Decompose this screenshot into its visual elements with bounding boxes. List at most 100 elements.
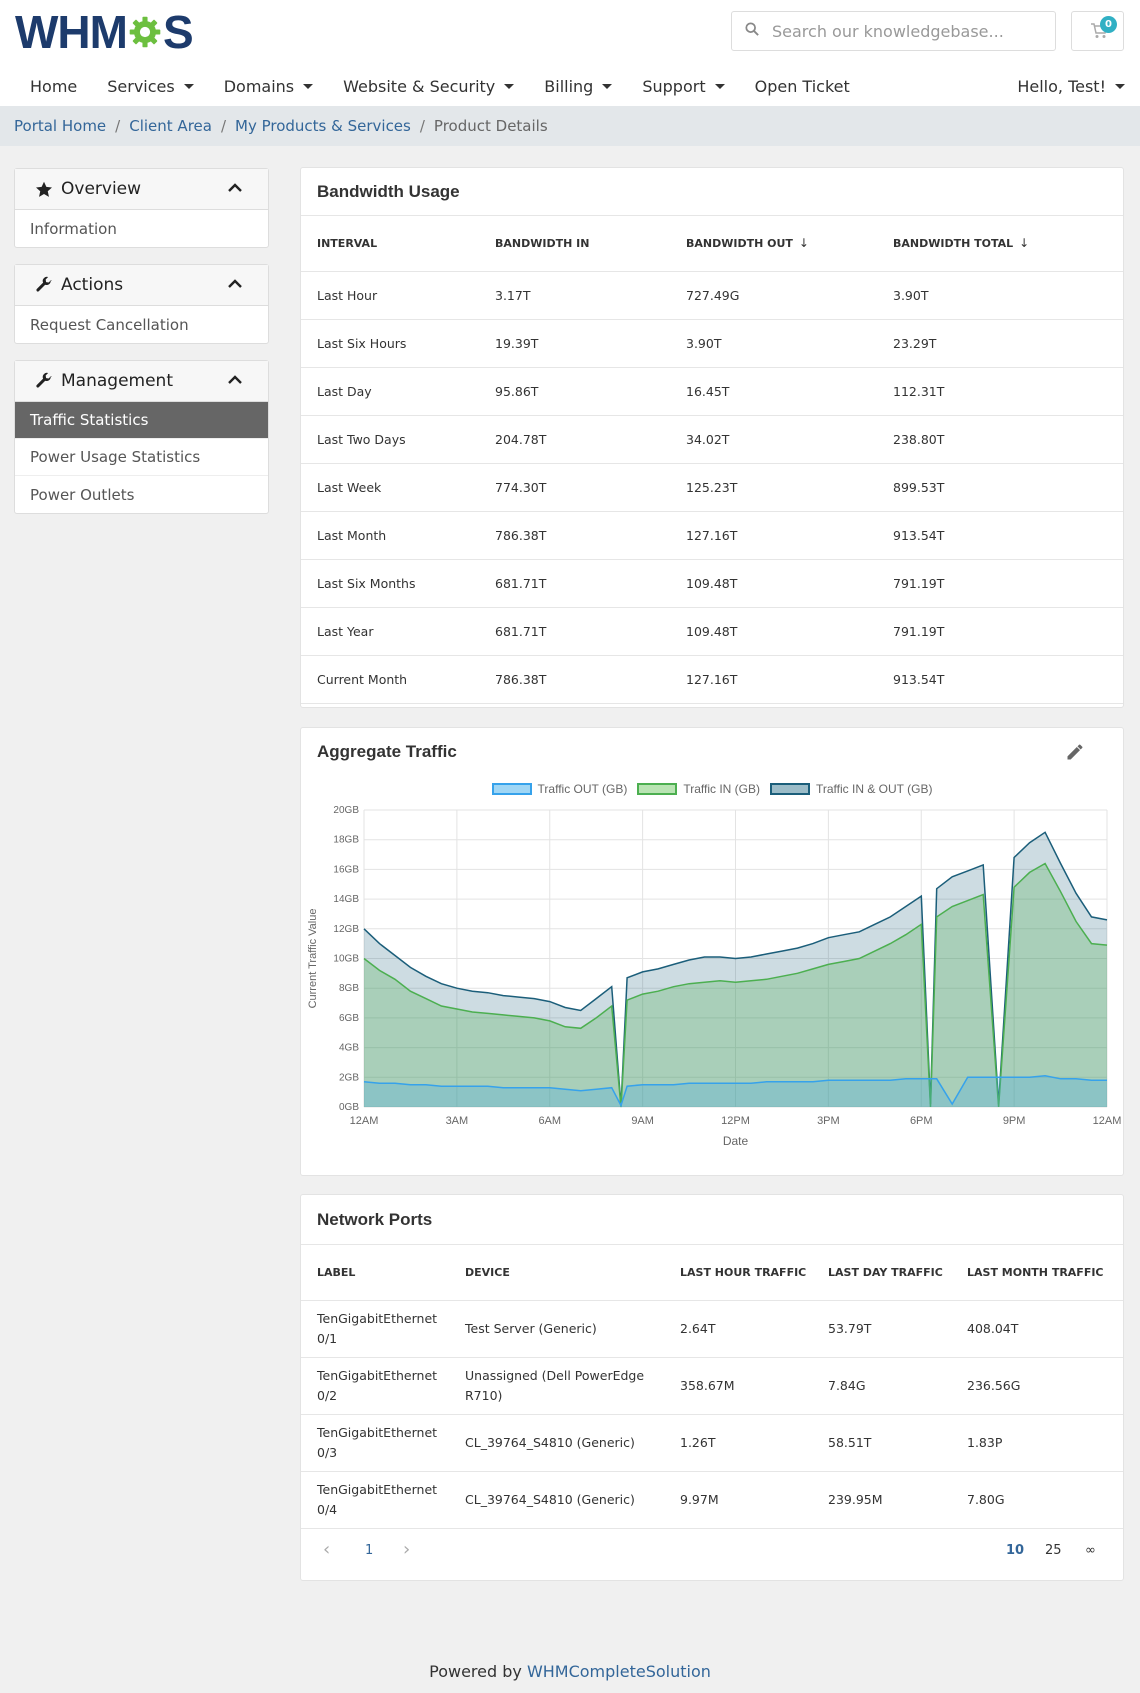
table-cell: 127.16T	[670, 655, 877, 704]
y-tick-label: 10GB	[333, 954, 359, 965]
table-cell: 23.29T	[877, 319, 1123, 368]
table-row: TenGigabitEthernet 0/4 CL_39764_S4810 (Ge…	[301, 1471, 1123, 1529]
chevron-up-icon[interactable]	[228, 183, 242, 193]
star-icon	[36, 181, 52, 197]
x-tick-label: 12AM	[1093, 1115, 1122, 1127]
x-tick-label: 6PM	[910, 1115, 933, 1127]
sidebar-management-header[interactable]: Management	[15, 361, 268, 402]
caret-down-icon	[714, 83, 725, 89]
table-cell: Unassigned (Dell PowerEdge R710)	[449, 1357, 664, 1415]
cart-count-badge: 0	[1100, 16, 1117, 33]
y-tick-label: 4GB	[339, 1043, 359, 1054]
column-header-label: BANDWIDTH IN	[495, 236, 590, 250]
table-cell: 681.71T	[479, 559, 670, 608]
nav-website-security[interactable]: Website & Security	[328, 72, 529, 100]
site-header: WHM S 0 Home Services	[0, 0, 1140, 106]
nav-services[interactable]: Services	[92, 72, 208, 100]
nav-domains[interactable]: Domains	[209, 72, 328, 100]
breadcrumb-client-area[interactable]: Client Area	[129, 117, 212, 135]
sort-desc-icon: ↓	[1019, 236, 1030, 251]
sidebar-management-panel: Management Traffic Statistics Power Usag…	[14, 360, 269, 514]
network-ports-table: LABEL DEVICE LAST HOUR TRAFFIC LAST DAY …	[301, 1245, 1123, 1529]
table-cell: 53.79T	[812, 1300, 951, 1358]
table-cell: 913.54T	[877, 655, 1123, 704]
sidebar-item-information[interactable]: Information	[15, 210, 268, 247]
user-menu[interactable]: Hello, Test!	[1017, 72, 1125, 100]
table-row: Last Month 786.38T 127.16T 913.54T	[301, 511, 1123, 560]
table-cell: Last Six Hours	[301, 319, 479, 368]
nav-home[interactable]: Home	[15, 72, 92, 100]
column-header-device[interactable]: DEVICE	[449, 1245, 664, 1301]
table-cell: 681.71T	[479, 607, 670, 656]
pagination-page-1[interactable]: 1	[365, 1542, 374, 1558]
sidebar-item-power-usage-statistics[interactable]: Power Usage Statistics	[15, 439, 268, 476]
legend-swatch	[491, 783, 532, 795]
sidebar-item-power-outlets[interactable]: Power Outlets	[15, 476, 268, 513]
column-header-label: BANDWIDTH OUT	[686, 237, 793, 251]
table-cell: Test Server (Generic)	[449, 1300, 664, 1358]
column-header-interval[interactable]: INTERVAL	[301, 216, 479, 272]
table-header-row: INTERVAL BANDWIDTH IN BANDWIDTH OUT ↓ BAN…	[301, 216, 1123, 272]
page-size-10[interactable]: 10	[1006, 1542, 1025, 1558]
breadcrumb-portal-home[interactable]: Portal Home	[14, 117, 107, 135]
column-header-text: DEVICE	[465, 1265, 510, 1279]
x-tick-label: 3AM	[446, 1115, 469, 1127]
y-tick-label: 2GB	[339, 1072, 359, 1083]
sidebar-actions-header[interactable]: Actions	[15, 265, 268, 306]
logo-text-left: WHM	[15, 6, 128, 58]
column-header-last-hour[interactable]: LAST HOUR TRAFFIC	[664, 1245, 812, 1301]
column-header-label[interactable]: LABEL	[301, 1245, 449, 1301]
network-ports-title: Network Ports	[301, 1195, 1123, 1245]
breadcrumb-my-products[interactable]: My Products & Services	[235, 117, 411, 135]
search-input[interactable]	[772, 21, 1055, 41]
x-tick-label: 12PM	[721, 1115, 750, 1127]
wrench-icon	[36, 276, 52, 292]
column-header-last-month[interactable]: LAST MONTH TRAFFIC	[951, 1245, 1123, 1301]
pagination-prev[interactable]: ‹	[323, 1538, 331, 1560]
y-tick-label: 0GB	[339, 1102, 359, 1113]
whmcs-logo[interactable]: WHM S	[15, 6, 194, 58]
y-tick-label: 20GB	[333, 805, 359, 816]
chevron-up-icon[interactable]	[228, 375, 242, 385]
sidebar-overview-header[interactable]: Overview	[15, 169, 268, 210]
pagination: ‹ 1 › 10 25 ∞	[301, 1529, 1123, 1575]
knowledgebase-search	[731, 11, 1056, 51]
footer: Powered by WHMCompleteSolution	[0, 1662, 1140, 1681]
legend-item-traffic-in[interactable]: Traffic IN (GB)	[637, 782, 760, 796]
cart-button[interactable]: 0	[1071, 11, 1124, 51]
nav-billing[interactable]: Billing	[529, 72, 627, 100]
table-cell: TenGigabitEthernet 0/4	[301, 1471, 449, 1529]
table-cell: 238.80T	[877, 415, 1123, 464]
table-row: Last Two Days 204.78T 34.02T 238.80T	[301, 415, 1123, 464]
column-header-bandwidth-in[interactable]: BANDWIDTH IN	[479, 216, 670, 272]
table-cell: Last Day	[301, 367, 479, 416]
nav-billing-label: Billing	[544, 76, 594, 96]
sidebar-item-traffic-statistics[interactable]: Traffic Statistics	[15, 402, 268, 439]
footer-whmcs-link[interactable]: WHMCompleteSolution	[526, 1662, 711, 1681]
column-header-bandwidth-total[interactable]: BANDWIDTH TOTAL ↓	[877, 216, 1123, 272]
sidebar-actions-title: Actions	[61, 275, 124, 295]
nav-open-ticket[interactable]: Open Ticket	[740, 72, 865, 100]
table-cell: 791.19T	[877, 607, 1123, 656]
table-cell: 58.51T	[812, 1414, 951, 1472]
page-size-25[interactable]: 25	[1045, 1542, 1062, 1558]
column-header-bandwidth-out[interactable]: BANDWIDTH OUT ↓	[670, 216, 877, 272]
chevron-up-icon[interactable]	[228, 279, 242, 289]
column-header-last-day[interactable]: LAST DAY TRAFFIC	[812, 1245, 951, 1301]
legend-item-traffic-in-out[interactable]: Traffic IN & OUT (GB)	[770, 782, 932, 796]
sidebar-item-request-cancellation[interactable]: Request Cancellation	[15, 306, 268, 343]
page-size-all[interactable]: ∞	[1085, 1542, 1096, 1558]
legend-item-traffic-out[interactable]: Traffic OUT (GB)	[491, 782, 627, 796]
search-icon[interactable]	[732, 22, 772, 40]
breadcrumb: Portal Home / Client Area / My Products …	[0, 106, 1140, 146]
sidebar-overview-panel: Overview Information	[14, 168, 269, 248]
table-cell: 127.16T	[670, 511, 877, 560]
table-cell: TenGigabitEthernet 0/3	[301, 1414, 449, 1472]
sidebar-item-label: Power Usage Statistics	[30, 448, 201, 466]
caret-down-icon	[504, 83, 515, 89]
table-cell: Last Two Days	[301, 415, 479, 464]
table-cell: 786.38T	[479, 655, 670, 704]
nav-support[interactable]: Support	[627, 72, 739, 100]
pagination-next[interactable]: ›	[403, 1538, 411, 1560]
pencil-edit-icon[interactable]	[1065, 742, 1085, 762]
